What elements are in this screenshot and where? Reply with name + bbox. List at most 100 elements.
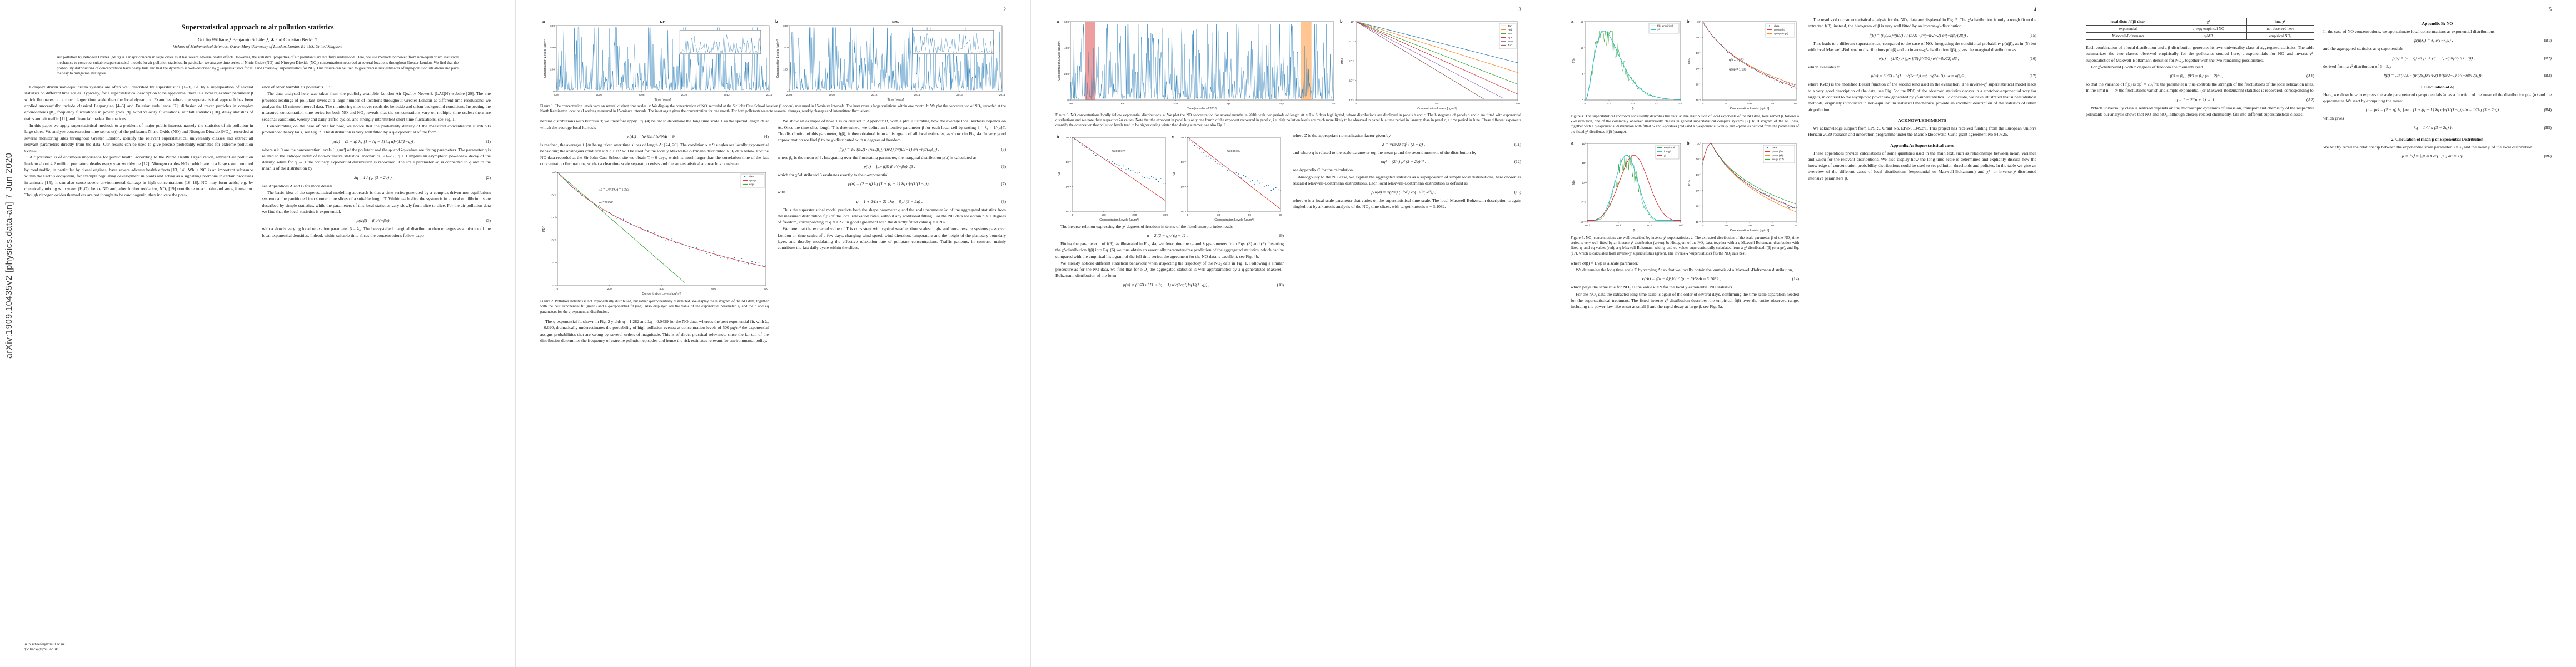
equation-number: (9): [1279, 233, 1284, 238]
svg-text:2006: 2006: [596, 93, 602, 97]
paragraph: These appendices provide calculations of…: [1808, 150, 2036, 181]
equation-number: (4): [764, 134, 769, 140]
equation-B5: λq = 1 / ( μ (3 − 2q) ) . (B5): [2323, 125, 2552, 130]
svg-text:10⁻³: 10⁻³: [1066, 185, 1072, 188]
appendix-b-section-1-heading: 1. Calculation of λq: [2420, 84, 2455, 89]
svg-text:q-MB (fit): q-MB (fit): [1772, 150, 1783, 153]
paragraph: which for χ²-distributed β evaluates exa…: [778, 172, 889, 177]
svg-text:Concentration Levels [μg/m³]: Concentration Levels [μg/m³]: [642, 292, 681, 296]
svg-text:200: 200: [783, 46, 787, 49]
svg-text:150: 150: [1434, 102, 1439, 106]
svg-text:Jun: Jun: [1332, 102, 1336, 106]
svg-text:b: b: [1687, 19, 1690, 24]
svg-text:100: 100: [1102, 213, 1106, 217]
equation-number: (A1): [2306, 73, 2314, 79]
paragraph: where σ(β) = 1/√β is a scale parameter.: [1571, 260, 1638, 266]
equation-A1: ⟨β⟩ = β₀ , ⟨β²⟩ = β₀² (n + 2)/n , (A1): [2086, 73, 2315, 79]
svg-text:100: 100: [1747, 224, 1752, 227]
footnote-email-2: † c.beck@qmul.ac.uk: [24, 648, 58, 652]
svg-text:200: 200: [607, 287, 611, 291]
authors: Griffin Williams,¹ Benjamin Schäfer,¹, ∗…: [198, 37, 317, 42]
svg-text:200: 200: [1064, 73, 1069, 76]
svg-text:a: a: [1571, 141, 1574, 146]
svg-text:β: β: [1632, 107, 1633, 111]
svg-text:0: 0: [1582, 99, 1583, 102]
svg-text:β: β: [1633, 229, 1635, 232]
svg-text:0: 0: [1585, 102, 1586, 106]
page-4: 4 a β f(β) 0 0.1 0.2 0.3 0.4 0 5 10 15 f(β) empirica…: [1546, 0, 2061, 667]
svg-text:10⁻⁴: 10⁻⁴: [550, 261, 556, 265]
svg-text:10⁻¹: 10⁻¹: [1647, 224, 1652, 227]
equation-3: p(u|β) = β e^(−βu) , (3): [262, 218, 491, 223]
svg-text:May: May: [1508, 40, 1513, 43]
equation-9: n = 2 (2 − q) / (q − 1) , (9): [1055, 233, 1284, 238]
footnote-email-1: ∗ b.schaefer@qmul.ac.uk: [24, 642, 65, 646]
paragraph: is reached, the averages ⟨·⟩Δt being tak…: [540, 142, 769, 166]
svg-text:data: data: [749, 175, 755, 178]
equation-body: p(u) = (2 − q) λq [1 + (q − 1) λq u]^(1/…: [332, 138, 416, 144]
svg-text:2010: 2010: [829, 93, 835, 97]
svg-text:10⁻²: 10⁻²: [1696, 173, 1702, 177]
paragraph: Analogously to the NO case, we explain t…: [1293, 174, 1521, 186]
paragraph: We briefly recall the relationship betwe…: [2323, 144, 2534, 150]
equation-number: (11): [1514, 142, 1521, 147]
page-2: 2 a NO Time [years] Concentration Levels [μ…: [515, 0, 1030, 667]
svg-text:0.4: 0.4: [1679, 102, 1683, 106]
paragraph: Here, we show how to express the scale p…: [2323, 92, 2552, 104]
svg-text:10⁰: 10⁰: [1582, 181, 1586, 185]
universality-table: local distr. / f(β) distr. χ² inv. χ² ex…: [2086, 18, 2314, 40]
table-row: Maxwell-Boltzmann q-MB empirical NO₂: [2086, 32, 2314, 40]
svg-text:10⁻¹: 10⁻¹: [1696, 36, 1702, 39]
svg-text:10⁻¹: 10⁻¹: [1696, 158, 1702, 161]
figure3-panel-b: b Concentration Levels [μg/m³] PDF 0 150 300 1…: [1339, 18, 1521, 111]
equation-number: (12): [1514, 159, 1521, 165]
svg-text:600: 600: [711, 287, 716, 291]
svg-text:10⁻²: 10⁻²: [1181, 161, 1187, 164]
svg-text:exp: exp: [749, 183, 754, 186]
svg-text:10⁻⁴: 10⁻⁴: [1696, 205, 1701, 208]
equation-body: p(u|λ₀) = λ₀ e^(−λ₀u) ,: [2414, 38, 2453, 43]
arxiv-watermark: arXiv:1909.10435v2 [physics.data-an] 7 J…: [4, 152, 14, 359]
equation-2: λq = 1 / ( μ (3 − 2q) ) , (2): [262, 175, 491, 180]
equation-body: p(u) = (2 − q) λq [1 + (q − 1) λq u]^(1/…: [848, 181, 931, 187]
figure1-panel-a: a NO Time [years] Concentration Levels [μg/…: [541, 18, 772, 102]
equation-body: p(u) = (1/Z) u² [1 + (q − 1) u²/(2σq²)]^…: [1123, 282, 1210, 287]
equation-10: p(u) = (1/Z) u² [1 + (q − 1) u²/(2σq²)]^…: [1055, 282, 1284, 287]
figure2-panel: Concentration Levels [μg/m³] PDF 0 200 400 60…: [540, 168, 769, 297]
svg-text:10⁻¹: 10⁻¹: [1066, 136, 1072, 140]
svg-text:0: 0: [1356, 102, 1357, 106]
equation-A2: q = 1 + 2/(n + 2) → 1 . (A2): [2086, 97, 2314, 102]
svg-text:q-exp (fit): q-exp (fit): [1774, 28, 1786, 32]
svg-text:Concentration Levels [μg/m³]: Concentration Levels [μg/m³]: [776, 38, 780, 78]
svg-text:a: a: [1057, 19, 1059, 24]
svg-text:data: data: [1772, 146, 1777, 150]
equation-body: κ(Δt) = ⟨u⁴⟩Δt / ⟨u²⟩²Δt = 9 ,: [627, 134, 677, 140]
equation-6: p(u) = ∫₀∞ f(β) β e^(−βu) dβ , (6): [778, 164, 1006, 169]
figure1-caption: Figure 1. The concentration levels vary …: [540, 104, 1006, 114]
svg-text:Feb: Feb: [1508, 28, 1513, 32]
paragraph: which plays the same role for NO₂ as the…: [1571, 285, 1733, 290]
equation-body: f(β) = (nβ₀/2)^(n/2) / Γ(n/2) · β^(−n/2−…: [1869, 32, 1969, 38]
svg-text:qsup = 1.198: qsup = 1.198: [1729, 68, 1746, 71]
equation-1: p(u) = (2 − q) λq [1 + (q − 1) λq u]^(1/…: [262, 139, 491, 144]
svg-text:10⁻³: 10⁻³: [1696, 189, 1702, 192]
svg-text:10⁻²: 10⁻²: [1696, 52, 1702, 55]
svg-text:300: 300: [1163, 213, 1168, 217]
svg-text:inv-χ² (17): inv-χ² (17): [1772, 158, 1784, 161]
paragraph: Fitting the parameter n of f(β), as illu…: [1055, 241, 1284, 259]
svg-text:a: a: [542, 19, 545, 24]
svg-text:200: 200: [1724, 102, 1728, 106]
equation-body: p(u) = (1/Z) u² (1 + √(2au²)) e^(−√(2au²…: [1871, 73, 1967, 79]
svg-text:600: 600: [1771, 102, 1775, 106]
equation-body: p(u) = (1/Z) u² ∫₀∞ f(β) β^(3/2) e^(−βu²…: [1878, 56, 1959, 62]
svg-text:90: 90: [1279, 213, 1282, 217]
equation-body: p(u) = ∫₀∞ f(β) β e^(−βu) dβ ,: [864, 163, 915, 169]
equation-body: p(u|σ) = √(2/π) (u²/σ³) e^(−u²/(2σ²)) ,: [1371, 190, 1436, 195]
svg-text:0: 0: [786, 90, 788, 93]
svg-text:10⁰: 10⁰: [1697, 142, 1701, 146]
svg-text:PDF: PDF: [542, 226, 546, 232]
svg-text:inv-χ²: inv-χ²: [1664, 150, 1671, 153]
equation-17: p(u) = (1/Z) u² (1 + √(2au²)) e^(−√(2au²…: [1808, 73, 2037, 79]
page-number: 3: [1518, 7, 1521, 13]
figure3-panel-b-hist: b Concentration Levels [μg/m³] PDF 0 100 200 3…: [1056, 133, 1168, 222]
